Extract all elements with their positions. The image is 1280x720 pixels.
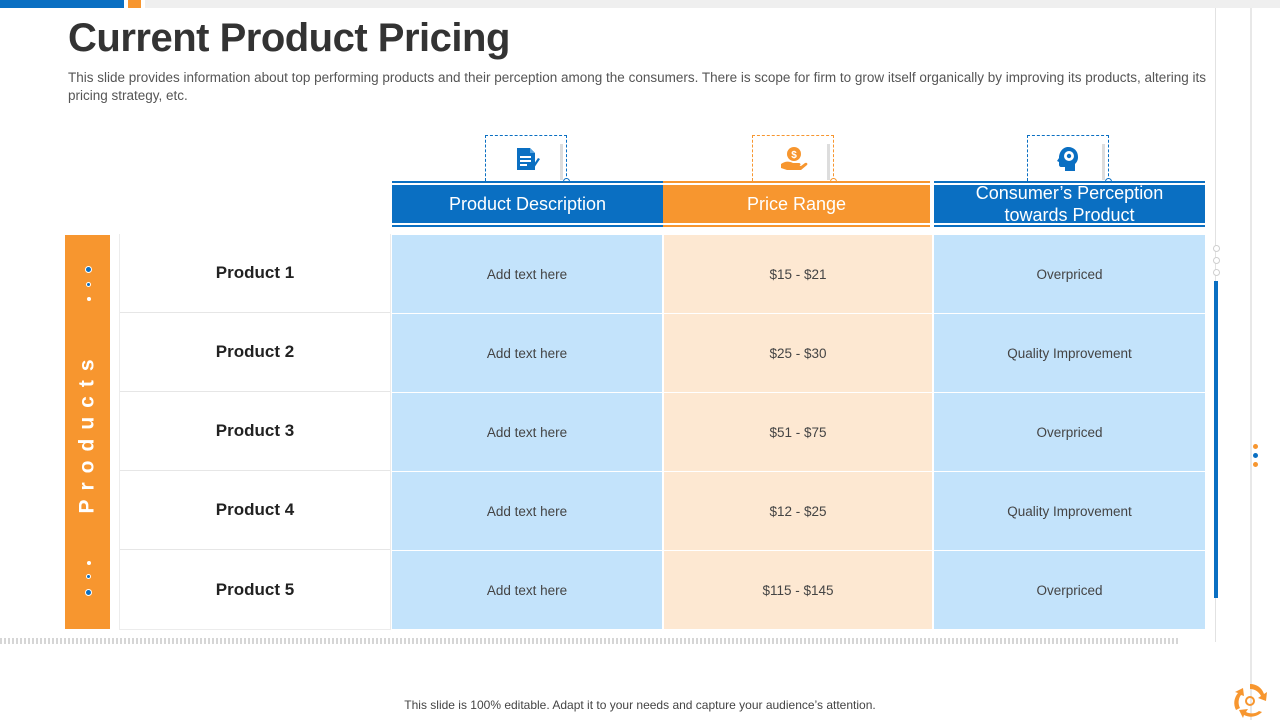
column-header-perception: Consumer’s Perception towards Product	[934, 181, 1205, 227]
top-accent-gray	[145, 0, 1280, 8]
head-gear-icon	[1057, 146, 1078, 171]
footer-note: This slide is 100% editable. Adapt it to…	[404, 698, 876, 712]
svg-text:$: $	[791, 150, 797, 161]
right-accent-bar	[1214, 281, 1218, 598]
decor-circle	[1213, 269, 1220, 276]
icon-frame-perception	[1027, 135, 1112, 185]
table-cell-perception: Overpriced	[934, 235, 1205, 313]
row-label-product-2: Product 2	[120, 313, 390, 392]
band-dot	[87, 297, 91, 301]
decor-dot	[1253, 462, 1258, 467]
table-cell-description: Add text here	[392, 314, 662, 392]
table-cell-price: $12 - $25	[664, 472, 932, 550]
row-label-product-3: Product 3	[120, 392, 390, 471]
band-dot	[85, 266, 92, 273]
top-accent-orange	[128, 0, 141, 8]
band-dot	[87, 561, 91, 565]
bottom-dotted-divider	[0, 638, 1180, 644]
table-cell-perception: Quality Improvement	[934, 314, 1205, 392]
column-header-price: Price Range	[663, 181, 930, 227]
column-header-description: Product Description	[392, 181, 663, 227]
icon-frame-stem	[827, 144, 830, 180]
table-cell-price: $15 - $21	[664, 235, 932, 313]
table-cell-price: $51 - $75	[664, 393, 932, 471]
right-border-line	[1250, 8, 1252, 720]
icon-frame-description	[485, 135, 570, 185]
band-dot	[85, 589, 92, 596]
page-subtitle: This slide provides information about to…	[68, 70, 1207, 103]
top-accent-blue	[0, 0, 124, 8]
icon-frame-price: $	[752, 135, 837, 185]
decor-circle	[1213, 245, 1220, 252]
table-cell-description: Add text here	[392, 472, 662, 550]
table-cell-description: Add text here	[392, 551, 662, 629]
icon-frame-stem	[560, 144, 563, 180]
table-cell-price: $25 - $30	[664, 314, 932, 392]
table-cell-perception: Quality Improvement	[934, 472, 1205, 550]
document-icon	[517, 147, 540, 170]
decor-dot	[1253, 453, 1258, 458]
money-hand-icon: $	[781, 146, 808, 170]
table-cell-description: Add text here	[392, 235, 662, 313]
decor-circle	[1213, 257, 1220, 264]
decor-dot	[1253, 444, 1258, 449]
band-dot	[86, 282, 91, 287]
table-cell-description: Add text here	[392, 393, 662, 471]
row-label-product-5: Product 5	[120, 550, 390, 629]
row-label-product-4: Product 4	[120, 471, 390, 550]
table-cell-perception: Overpriced	[934, 551, 1205, 629]
table-cell-price: $115 - $145	[664, 551, 932, 629]
table-cell-perception: Overpriced	[934, 393, 1205, 471]
row-label-product-1: Product 1	[120, 234, 390, 313]
recycle-logo-icon	[1234, 684, 1267, 718]
page-title: Current Product Pricing	[68, 16, 510, 60]
products-band-label: Products	[75, 350, 99, 514]
band-dot	[86, 574, 91, 579]
icon-frame-stem	[1102, 144, 1105, 180]
